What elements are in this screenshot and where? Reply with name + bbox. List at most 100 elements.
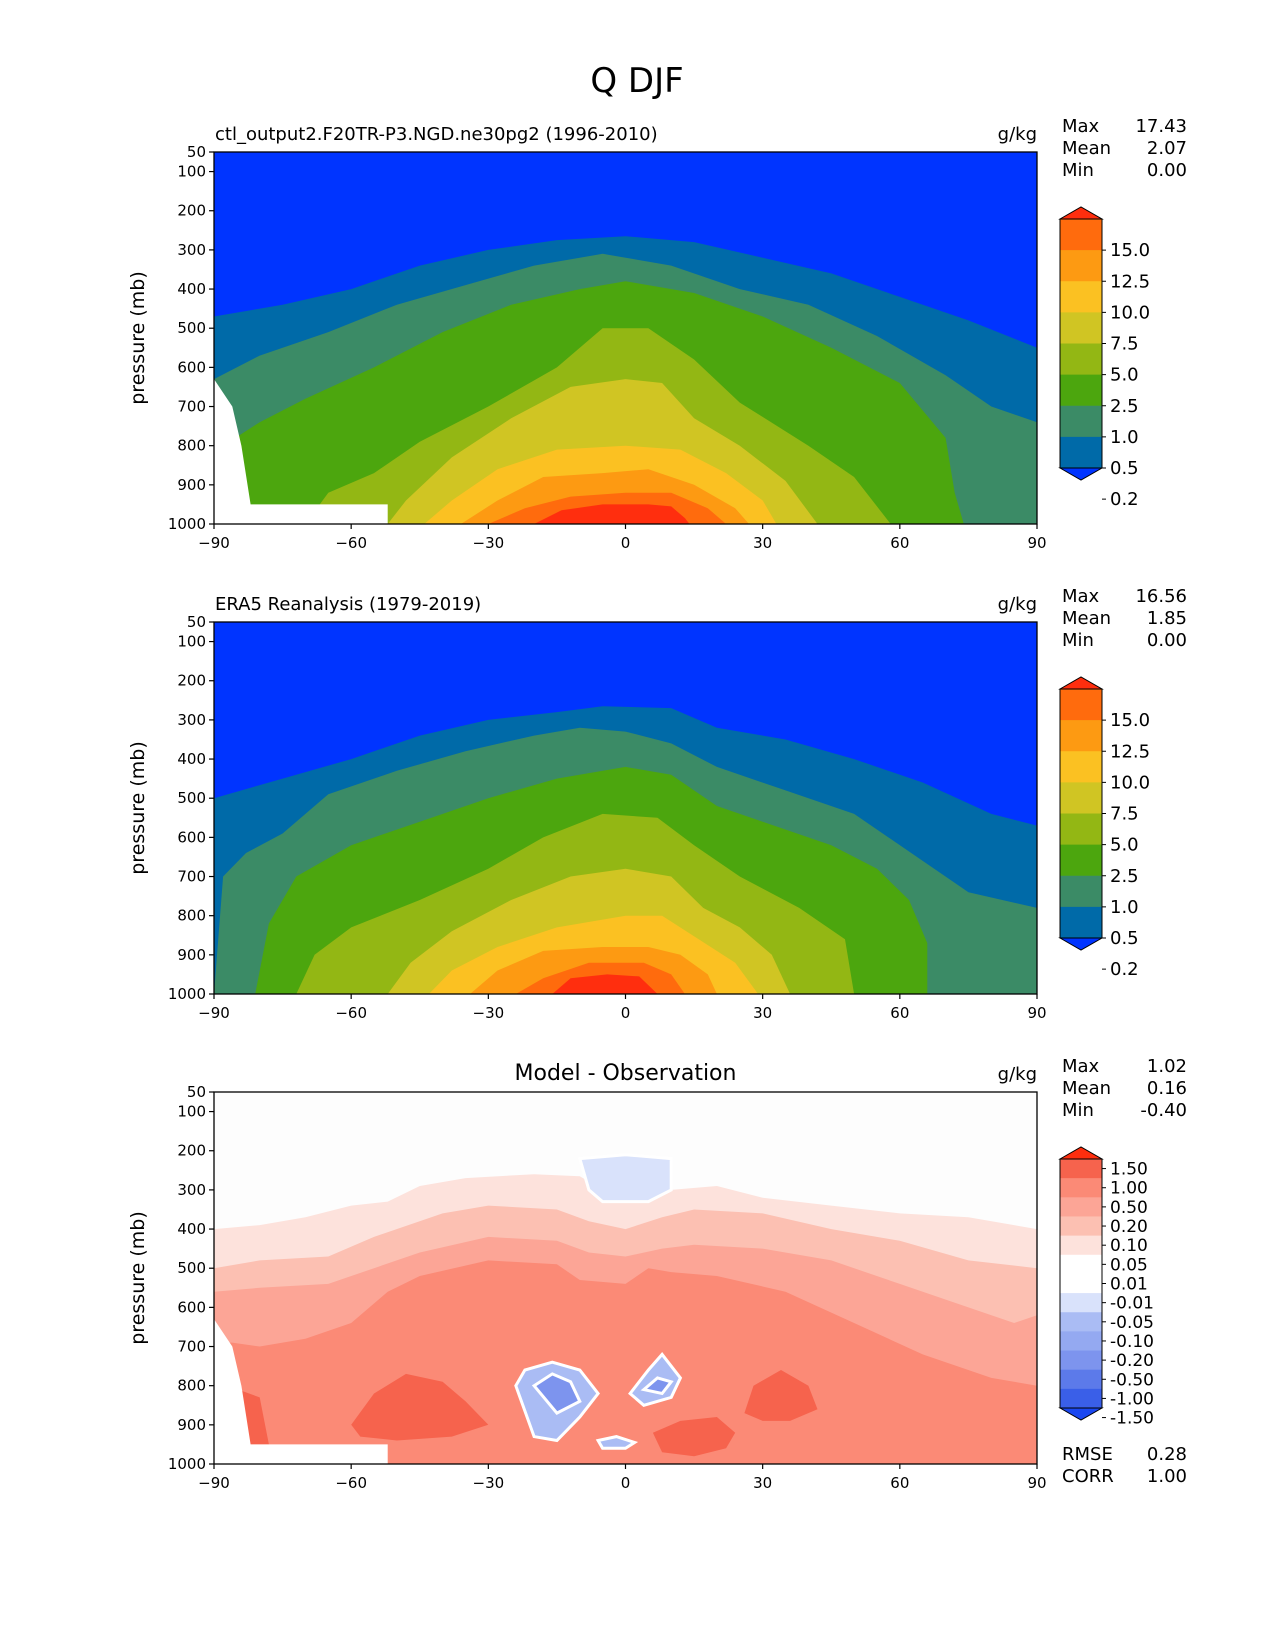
x-tick-label: 0 xyxy=(621,534,631,552)
stat-value: -0.40 xyxy=(1140,1100,1187,1121)
y-axis-label: pressure (mb) xyxy=(127,1211,149,1345)
panel-title: ERA5 Reanalysis (1979-2019) xyxy=(215,594,481,615)
contour-blob--0.05 xyxy=(595,1435,639,1450)
stat-value: 0.28 xyxy=(1147,1444,1187,1465)
stat-label: Min xyxy=(1062,630,1094,651)
y-tick-label: 400 xyxy=(177,280,206,298)
colorbar-segment xyxy=(1060,436,1102,469)
stat-value: 2.07 xyxy=(1147,138,1187,159)
colorbar-segment xyxy=(1060,1254,1102,1275)
colorbar-segment xyxy=(1060,1159,1102,1179)
colorbar-segment xyxy=(1060,1369,1102,1390)
figure-title: Q DJF xyxy=(590,61,683,101)
colorbar-label: 0.5 xyxy=(1110,458,1139,479)
colorbar-segment xyxy=(1060,405,1102,438)
x-tick-label: −60 xyxy=(335,1474,367,1492)
colorbar-segment xyxy=(1060,1197,1102,1217)
x-tick-label: −90 xyxy=(198,534,230,552)
colorbar-label: 1.00 xyxy=(1110,1179,1148,1199)
plot-area xyxy=(214,152,1037,524)
colorbar-label: -0.50 xyxy=(1110,1370,1154,1390)
colorbar-extend-max xyxy=(1058,1146,1104,1160)
colorbar-label: -0.01 xyxy=(1110,1294,1154,1314)
y-tick-label: 600 xyxy=(177,358,206,376)
colorbar-segment xyxy=(1060,1293,1102,1313)
stat-value: 0.16 xyxy=(1147,1078,1187,1099)
colorbar-segment xyxy=(1060,782,1102,814)
contour-blob-0.5 xyxy=(652,1417,736,1457)
y-tick-label: 50 xyxy=(187,613,206,631)
y-tick-label: 500 xyxy=(177,319,206,337)
y-tick-label: 1000 xyxy=(168,985,206,1003)
colorbar-label: 5.0 xyxy=(1110,835,1139,856)
contour-blob-0.5 xyxy=(744,1370,818,1421)
y-tick-label: 300 xyxy=(177,1181,206,1199)
colorbar-segment xyxy=(1060,875,1102,908)
colorbar-segment xyxy=(1060,1312,1102,1332)
y-tick-label: 200 xyxy=(177,1142,206,1160)
colorbar-label: 15.0 xyxy=(1110,240,1150,261)
y-tick-label: 500 xyxy=(177,789,206,807)
plot-area xyxy=(214,1092,1037,1464)
x-tick-label: −30 xyxy=(473,1004,505,1022)
colorbar-extend-min xyxy=(1058,467,1104,481)
colorbar-label: 10.0 xyxy=(1110,302,1150,323)
stat-value: 0.00 xyxy=(1147,160,1187,181)
stat-value: 16.56 xyxy=(1135,586,1187,607)
x-tick-label: 90 xyxy=(1027,1004,1046,1022)
colorbar-label: -1.50 xyxy=(1110,1409,1154,1429)
colorbar-segment xyxy=(1060,219,1102,251)
colorbar-label: 0.2 xyxy=(1110,959,1139,980)
stat-value: 1.00 xyxy=(1147,1466,1187,1487)
colorbar-label: 0.50 xyxy=(1110,1198,1148,1218)
colorbar-segment xyxy=(1060,813,1102,846)
colorbar-segment xyxy=(1060,1178,1102,1198)
colorbar-label: 0.10 xyxy=(1110,1236,1148,1256)
y-tick-label: 100 xyxy=(177,633,206,651)
colorbar-label: 0.5 xyxy=(1110,928,1139,949)
y-tick-label: 700 xyxy=(177,398,206,416)
stat-label: Mean xyxy=(1062,1078,1111,1099)
stat-label: Max xyxy=(1062,1056,1100,1077)
colorbar-label: -0.05 xyxy=(1110,1313,1154,1333)
units-label: g/kg xyxy=(998,1064,1037,1085)
missing-data-region xyxy=(214,1319,388,1464)
plot-area xyxy=(214,622,1037,994)
colorbar-segment xyxy=(1060,1273,1102,1294)
y-tick-label: 600 xyxy=(177,828,206,846)
contour-level-15 xyxy=(552,974,658,994)
colorbar-segment xyxy=(1060,689,1102,721)
y-axis-label: pressure (mb) xyxy=(127,271,149,405)
colorbar-label: 2.5 xyxy=(1110,866,1139,887)
x-tick-label: 60 xyxy=(890,1474,909,1492)
y-tick-label: 1000 xyxy=(168,1455,206,1473)
stat-value: 1.02 xyxy=(1147,1056,1187,1077)
x-tick-label: 30 xyxy=(753,534,772,552)
y-tick-label: 400 xyxy=(177,1220,206,1238)
y-tick-label: 50 xyxy=(187,1083,206,1101)
colorbar-label: 0.05 xyxy=(1110,1255,1148,1275)
stat-label: Mean xyxy=(1062,138,1111,159)
y-tick-label: 900 xyxy=(177,946,206,964)
x-tick-label: −60 xyxy=(335,534,367,552)
colorbar-label: -0.10 xyxy=(1110,1332,1154,1352)
x-tick-label: 90 xyxy=(1027,1474,1046,1492)
stat-value: 17.43 xyxy=(1135,116,1187,137)
colorbar-segment xyxy=(1060,844,1102,877)
contour-level-15 xyxy=(534,504,690,524)
x-tick-label: 30 xyxy=(753,1004,772,1022)
x-tick-label: 30 xyxy=(753,1474,772,1492)
missing-data-region xyxy=(214,379,388,524)
colorbar-segment xyxy=(1060,281,1102,313)
colorbar-label: 10.0 xyxy=(1110,772,1150,793)
colorbar-segment xyxy=(1060,250,1102,282)
y-tick-label: 1000 xyxy=(168,515,206,533)
y-tick-label: 300 xyxy=(177,241,206,259)
units-label: g/kg xyxy=(998,124,1037,145)
colorbar-segment xyxy=(1060,1388,1102,1409)
panel-title: ctl_output2.F20TR-P3.NGD.ne30pg2 (1996-2… xyxy=(215,124,658,145)
y-tick-label: 500 xyxy=(177,1259,206,1277)
stat-label: Min xyxy=(1062,1100,1094,1121)
